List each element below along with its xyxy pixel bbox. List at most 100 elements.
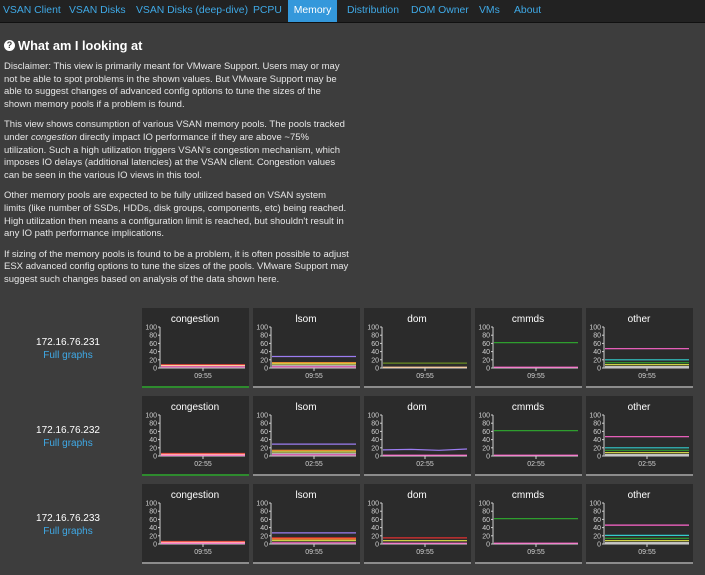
x-tick-label: 09:55 xyxy=(305,549,323,556)
chart-title: congestion xyxy=(171,490,219,501)
y-tick-label: 60 xyxy=(593,341,601,348)
y-tick-label: 100 xyxy=(367,325,379,332)
full-graphs-link[interactable]: Full graphs xyxy=(43,438,93,449)
info-title: What am I looking at xyxy=(18,38,143,53)
info-heading: ? What am I looking at xyxy=(4,38,349,53)
y-tick-label: 0 xyxy=(153,366,157,373)
x-tick-label: 02:55 xyxy=(638,461,656,468)
memory-chart-congestion[interactable]: congestion 0 20 40 60 80 100 02:55 xyxy=(142,396,249,476)
y-tick-label: 40 xyxy=(149,437,157,444)
memory-chart-dom[interactable]: dom 0 20 40 60 80 100 02:55 xyxy=(364,396,471,476)
x-tick-label: 09:55 xyxy=(416,549,434,556)
y-tick-label: 20 xyxy=(482,357,490,364)
tab-vsan-disks[interactable]: VSAN Disks xyxy=(69,5,126,16)
full-graphs-link[interactable]: Full graphs xyxy=(43,350,93,361)
x-tick-label: 09:55 xyxy=(194,373,212,380)
full-graphs-link[interactable]: Full graphs xyxy=(43,526,93,537)
chart-status-bar xyxy=(586,562,693,564)
y-tick-label: 0 xyxy=(264,366,268,373)
memory-chart-lsom[interactable]: lsom 0 20 40 60 80 100 09:55 xyxy=(253,484,360,564)
chart-status-bar xyxy=(475,474,582,476)
chart-title: cmmds xyxy=(512,314,544,325)
y-tick-label: 80 xyxy=(482,421,490,428)
tab-about[interactable]: About xyxy=(514,5,542,16)
y-tick-label: 0 xyxy=(597,542,601,549)
y-tick-label: 20 xyxy=(371,357,379,364)
y-tick-label: 60 xyxy=(149,341,157,348)
memory-chart-other[interactable]: other 0 20 40 60 80 100 09:55 xyxy=(586,484,693,564)
y-tick-label: 60 xyxy=(149,429,157,436)
chart-title: lsom xyxy=(295,490,316,501)
y-tick-label: 0 xyxy=(375,454,379,461)
y-tick-label: 0 xyxy=(597,454,601,461)
x-tick-label: 09:55 xyxy=(305,373,323,380)
host-ip: 172.16.76.233 xyxy=(36,513,100,524)
disclaimer-text: Disclaimer: This view is primarily meant… xyxy=(4,61,340,110)
chart-status-bar xyxy=(142,474,249,476)
y-tick-label: 80 xyxy=(371,333,379,340)
tab-memory[interactable]: Memory xyxy=(288,0,337,22)
chart-status-bar xyxy=(364,474,471,476)
y-tick-label: 80 xyxy=(482,333,490,340)
memory-chart-cmmds[interactable]: cmmds 0 20 40 60 80 100 09:55 xyxy=(475,308,582,388)
chart-title: dom xyxy=(407,402,426,413)
tab-dom-owner[interactable]: DOM Owner xyxy=(411,5,469,16)
chart-status-bar xyxy=(253,562,360,564)
chart-title: congestion xyxy=(171,402,219,413)
chart-status-bar xyxy=(142,562,249,564)
y-tick-label: 100 xyxy=(478,501,490,508)
y-tick-label: 60 xyxy=(482,429,490,436)
y-tick-label: 80 xyxy=(260,509,268,516)
host-ip: 172.16.76.231 xyxy=(36,337,100,348)
memory-chart-congestion[interactable]: congestion 0 20 40 60 80 100 09:55 xyxy=(142,484,249,564)
host-label: 172.16.76.232 Full graphs xyxy=(4,424,132,450)
y-tick-label: 80 xyxy=(371,421,379,428)
tab-distribution[interactable]: Distribution xyxy=(347,5,399,16)
host-label: 172.16.76.233 Full graphs xyxy=(4,512,132,538)
x-tick-label: 02:55 xyxy=(194,461,212,468)
question-circle-icon: ? xyxy=(4,40,15,51)
y-tick-label: 100 xyxy=(256,501,268,508)
y-tick-label: 20 xyxy=(593,357,601,364)
y-tick-label: 100 xyxy=(145,413,157,420)
memory-chart-dom[interactable]: dom 0 20 40 60 80 100 09:55 xyxy=(364,308,471,388)
tab-pcpu[interactable]: PCPU xyxy=(253,5,282,16)
y-tick-label: 60 xyxy=(371,429,379,436)
tab-vms[interactable]: VMs xyxy=(479,5,500,16)
memory-chart-cmmds[interactable]: cmmds 0 20 40 60 80 100 09:55 xyxy=(475,484,582,564)
memory-chart-other[interactable]: other 0 20 40 60 80 100 02:55 xyxy=(586,396,693,476)
y-tick-label: 80 xyxy=(149,421,157,428)
y-tick-label: 100 xyxy=(256,325,268,332)
chart-title: dom xyxy=(407,490,426,501)
chart-title: congestion xyxy=(171,314,219,325)
y-tick-label: 100 xyxy=(256,413,268,420)
tab-vsan-disks-deep-dive[interactable]: VSAN Disks (deep-dive) xyxy=(136,5,249,16)
y-tick-label: 20 xyxy=(149,533,157,540)
y-tick-label: 100 xyxy=(145,501,157,508)
y-tick-label: 40 xyxy=(593,437,601,444)
y-tick-label: 60 xyxy=(482,341,490,348)
y-tick-label: 0 xyxy=(486,454,490,461)
memory-chart-dom[interactable]: dom 0 20 40 60 80 100 09:55 xyxy=(364,484,471,564)
memory-chart-lsom[interactable]: lsom 0 20 40 60 80 100 02:55 xyxy=(253,396,360,476)
y-tick-label: 100 xyxy=(589,325,601,332)
chart-status-bar xyxy=(586,386,693,388)
y-tick-label: 0 xyxy=(153,454,157,461)
congestion-text: This view shows consumption of various V… xyxy=(4,119,345,181)
y-tick-label: 40 xyxy=(149,525,157,532)
chart-status-bar xyxy=(586,474,693,476)
memory-chart-other[interactable]: other 0 20 40 60 80 100 09:55 xyxy=(586,308,693,388)
memory-chart-congestion[interactable]: congestion 0 20 40 60 80 100 09:55 xyxy=(142,308,249,388)
memory-chart-lsom[interactable]: lsom 0 20 40 60 80 100 09:55 xyxy=(253,308,360,388)
y-tick-label: 60 xyxy=(260,429,268,436)
memory-chart-cmmds[interactable]: cmmds 0 20 40 60 80 100 02:55 xyxy=(475,396,582,476)
y-tick-label: 80 xyxy=(593,421,601,428)
chart-title: lsom xyxy=(295,402,316,413)
tab-vsan-client[interactable]: VSAN Client xyxy=(3,5,61,16)
y-tick-label: 40 xyxy=(593,349,601,356)
